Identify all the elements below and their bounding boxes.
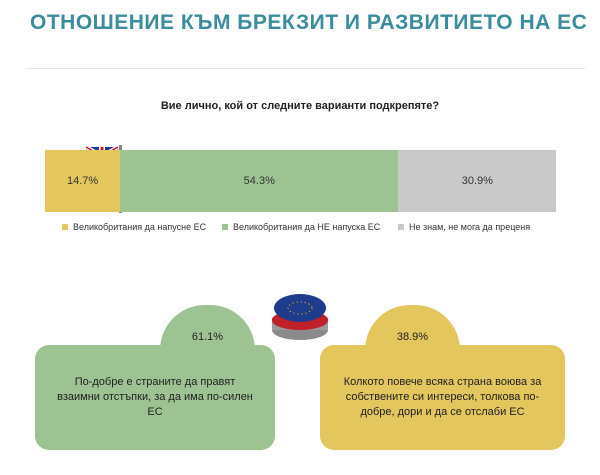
legend-label: Великобритания да НЕ напуска ЕС bbox=[233, 222, 381, 232]
value-label: 30.9% bbox=[461, 175, 493, 187]
bar-segment: 54.3% bbox=[120, 150, 399, 212]
legend-swatch bbox=[398, 224, 404, 230]
legend-item: Великобритания да НЕ напуска ЕС bbox=[222, 222, 380, 232]
callout-box: Колкото повече всяка страна воюва за соб… bbox=[320, 345, 565, 450]
bar-segment: 30.9% bbox=[398, 150, 557, 212]
eu-button bbox=[272, 294, 328, 340]
legend-swatch bbox=[62, 224, 68, 230]
legend-item: Великобритания да напусне ЕС bbox=[62, 222, 206, 232]
legend-swatch bbox=[222, 224, 228, 230]
bar-segment: 14.7% bbox=[45, 150, 121, 212]
chart-title: Вие лично, кой от следните варианти подк… bbox=[160, 100, 440, 112]
legend-item: Не знам, не мога да преценя bbox=[398, 222, 530, 232]
value-label: 14.7% bbox=[67, 175, 99, 187]
page-title: ОТНОШЕНИЕ КЪМ БРЕКЗИТ И РАЗВИТИЕТО НА ЕС bbox=[30, 11, 588, 34]
legend-label: Не знам, не мога да преценя bbox=[409, 222, 531, 232]
callout-box: По-добре е страните да правят взаимни от… bbox=[35, 345, 275, 450]
divider bbox=[25, 68, 585, 69]
legend-label: Великобритания да напусне ЕС bbox=[73, 222, 207, 232]
value-label: 54.3% bbox=[243, 175, 275, 187]
